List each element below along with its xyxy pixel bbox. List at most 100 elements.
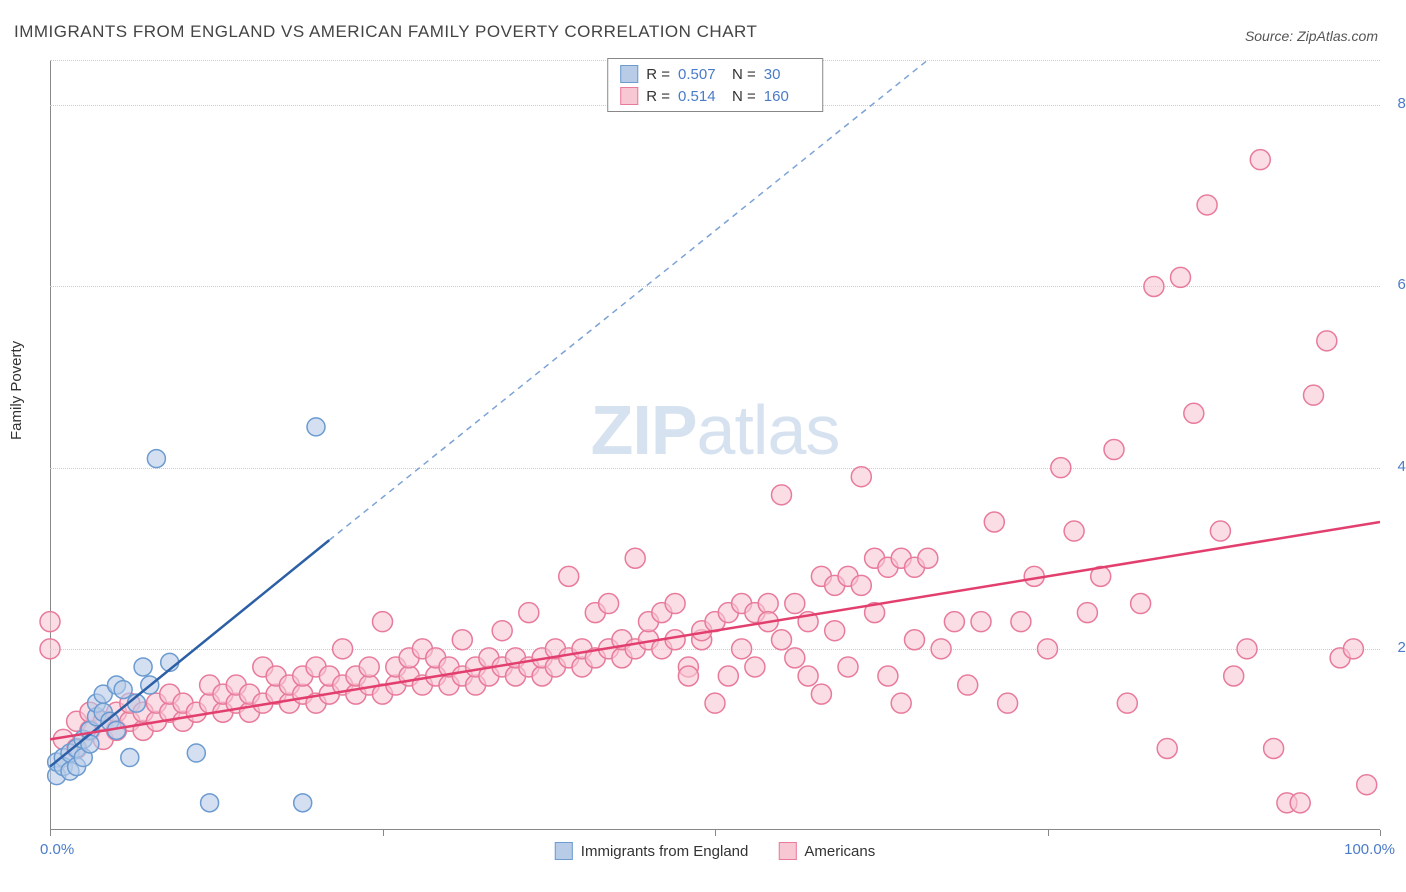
data-point: [519, 603, 539, 623]
chart-container: IMMIGRANTS FROM ENGLAND VS AMERICAN FAMI…: [0, 0, 1406, 892]
data-point: [1051, 458, 1071, 478]
data-point: [878, 666, 898, 686]
data-point: [625, 548, 645, 568]
data-point: [905, 630, 925, 650]
data-point: [758, 594, 778, 614]
data-point: [1064, 521, 1084, 541]
data-point: [40, 639, 60, 659]
data-point: [851, 467, 871, 487]
x-tick-mark: [1048, 830, 1049, 836]
legend-label-series1: Immigrants from England: [581, 843, 749, 860]
data-point: [944, 612, 964, 632]
data-point: [772, 485, 792, 505]
legend-item-series2: Americans: [778, 842, 875, 860]
legend-correlation: R = 0.507 N = 30 R = 0.514 N = 160: [607, 58, 823, 112]
y-tick-label: 80.0%: [1385, 95, 1406, 112]
data-point: [705, 693, 725, 713]
data-point: [825, 621, 845, 641]
x-tick-label-100: 100.0%: [1344, 841, 1395, 858]
data-point: [1171, 267, 1191, 287]
data-point: [1343, 639, 1363, 659]
trend-line: [329, 60, 928, 540]
n-label: N =: [732, 88, 756, 105]
data-point: [998, 693, 1018, 713]
data-point: [359, 657, 379, 677]
x-tick-mark: [50, 830, 51, 836]
x-tick-label-0: 0.0%: [40, 841, 74, 858]
plot-area: ZIPatlas 20.0%40.0%60.0%80.0% 0.0% 100.0…: [50, 60, 1380, 830]
data-point: [1317, 331, 1337, 351]
data-point: [452, 630, 472, 650]
data-point: [1184, 403, 1204, 423]
data-point: [1011, 612, 1031, 632]
data-point: [1250, 150, 1270, 170]
data-point: [1117, 693, 1137, 713]
y-axis-label: Family Poverty: [8, 341, 25, 440]
n-value-series1: 30: [764, 66, 810, 83]
y-tick-label: 20.0%: [1385, 639, 1406, 656]
data-point: [1290, 793, 1310, 813]
data-point: [373, 612, 393, 632]
data-point: [1210, 521, 1230, 541]
n-value-series2: 160: [764, 88, 810, 105]
data-point: [1357, 775, 1377, 795]
data-point: [931, 639, 951, 659]
data-point: [559, 566, 579, 586]
data-point: [718, 666, 738, 686]
x-tick-mark: [715, 830, 716, 836]
data-point: [307, 418, 325, 436]
data-point: [294, 794, 312, 812]
legend-item-series1: Immigrants from England: [555, 842, 749, 860]
plot-svg: [50, 60, 1380, 830]
data-point: [785, 648, 805, 668]
data-point: [40, 612, 60, 632]
n-label: N =: [732, 66, 756, 83]
legend-swatch-series2: [620, 87, 638, 105]
x-tick-mark: [1380, 830, 1381, 836]
data-point: [785, 594, 805, 614]
data-point: [891, 693, 911, 713]
data-point: [838, 657, 858, 677]
data-point: [114, 681, 132, 699]
y-tick-label: 40.0%: [1385, 458, 1406, 475]
data-point: [187, 744, 205, 762]
source-label: Source: ZipAtlas.com: [1245, 28, 1378, 44]
data-point: [745, 657, 765, 677]
data-point: [492, 621, 512, 641]
data-point: [1157, 738, 1177, 758]
legend-swatch-series1-b: [555, 842, 573, 860]
data-point: [971, 612, 991, 632]
data-point: [201, 794, 219, 812]
data-point: [732, 639, 752, 659]
data-point: [1197, 195, 1217, 215]
data-point: [1224, 666, 1244, 686]
data-point: [1237, 639, 1257, 659]
legend-label-series2: Americans: [804, 843, 875, 860]
data-point: [134, 658, 152, 676]
data-point: [599, 594, 619, 614]
data-point: [1038, 639, 1058, 659]
y-tick-label: 60.0%: [1385, 276, 1406, 293]
data-point: [1131, 594, 1151, 614]
r-value-series1: 0.507: [678, 66, 724, 83]
data-point: [1304, 385, 1324, 405]
data-point: [811, 684, 831, 704]
legend-series: Immigrants from England Americans: [555, 842, 875, 860]
r-label: R =: [646, 88, 670, 105]
data-point: [333, 639, 353, 659]
data-point: [798, 666, 818, 686]
chart-title: IMMIGRANTS FROM ENGLAND VS AMERICAN FAMI…: [14, 22, 757, 42]
data-point: [772, 630, 792, 650]
data-point: [918, 548, 938, 568]
data-point: [665, 594, 685, 614]
legend-swatch-series1: [620, 65, 638, 83]
data-point: [678, 666, 698, 686]
data-point: [984, 512, 1004, 532]
data-point: [147, 450, 165, 468]
data-point: [121, 749, 139, 767]
data-point: [851, 575, 871, 595]
data-point: [665, 630, 685, 650]
r-label: R =: [646, 66, 670, 83]
data-point: [958, 675, 978, 695]
legend-row-series1: R = 0.507 N = 30: [620, 63, 810, 85]
